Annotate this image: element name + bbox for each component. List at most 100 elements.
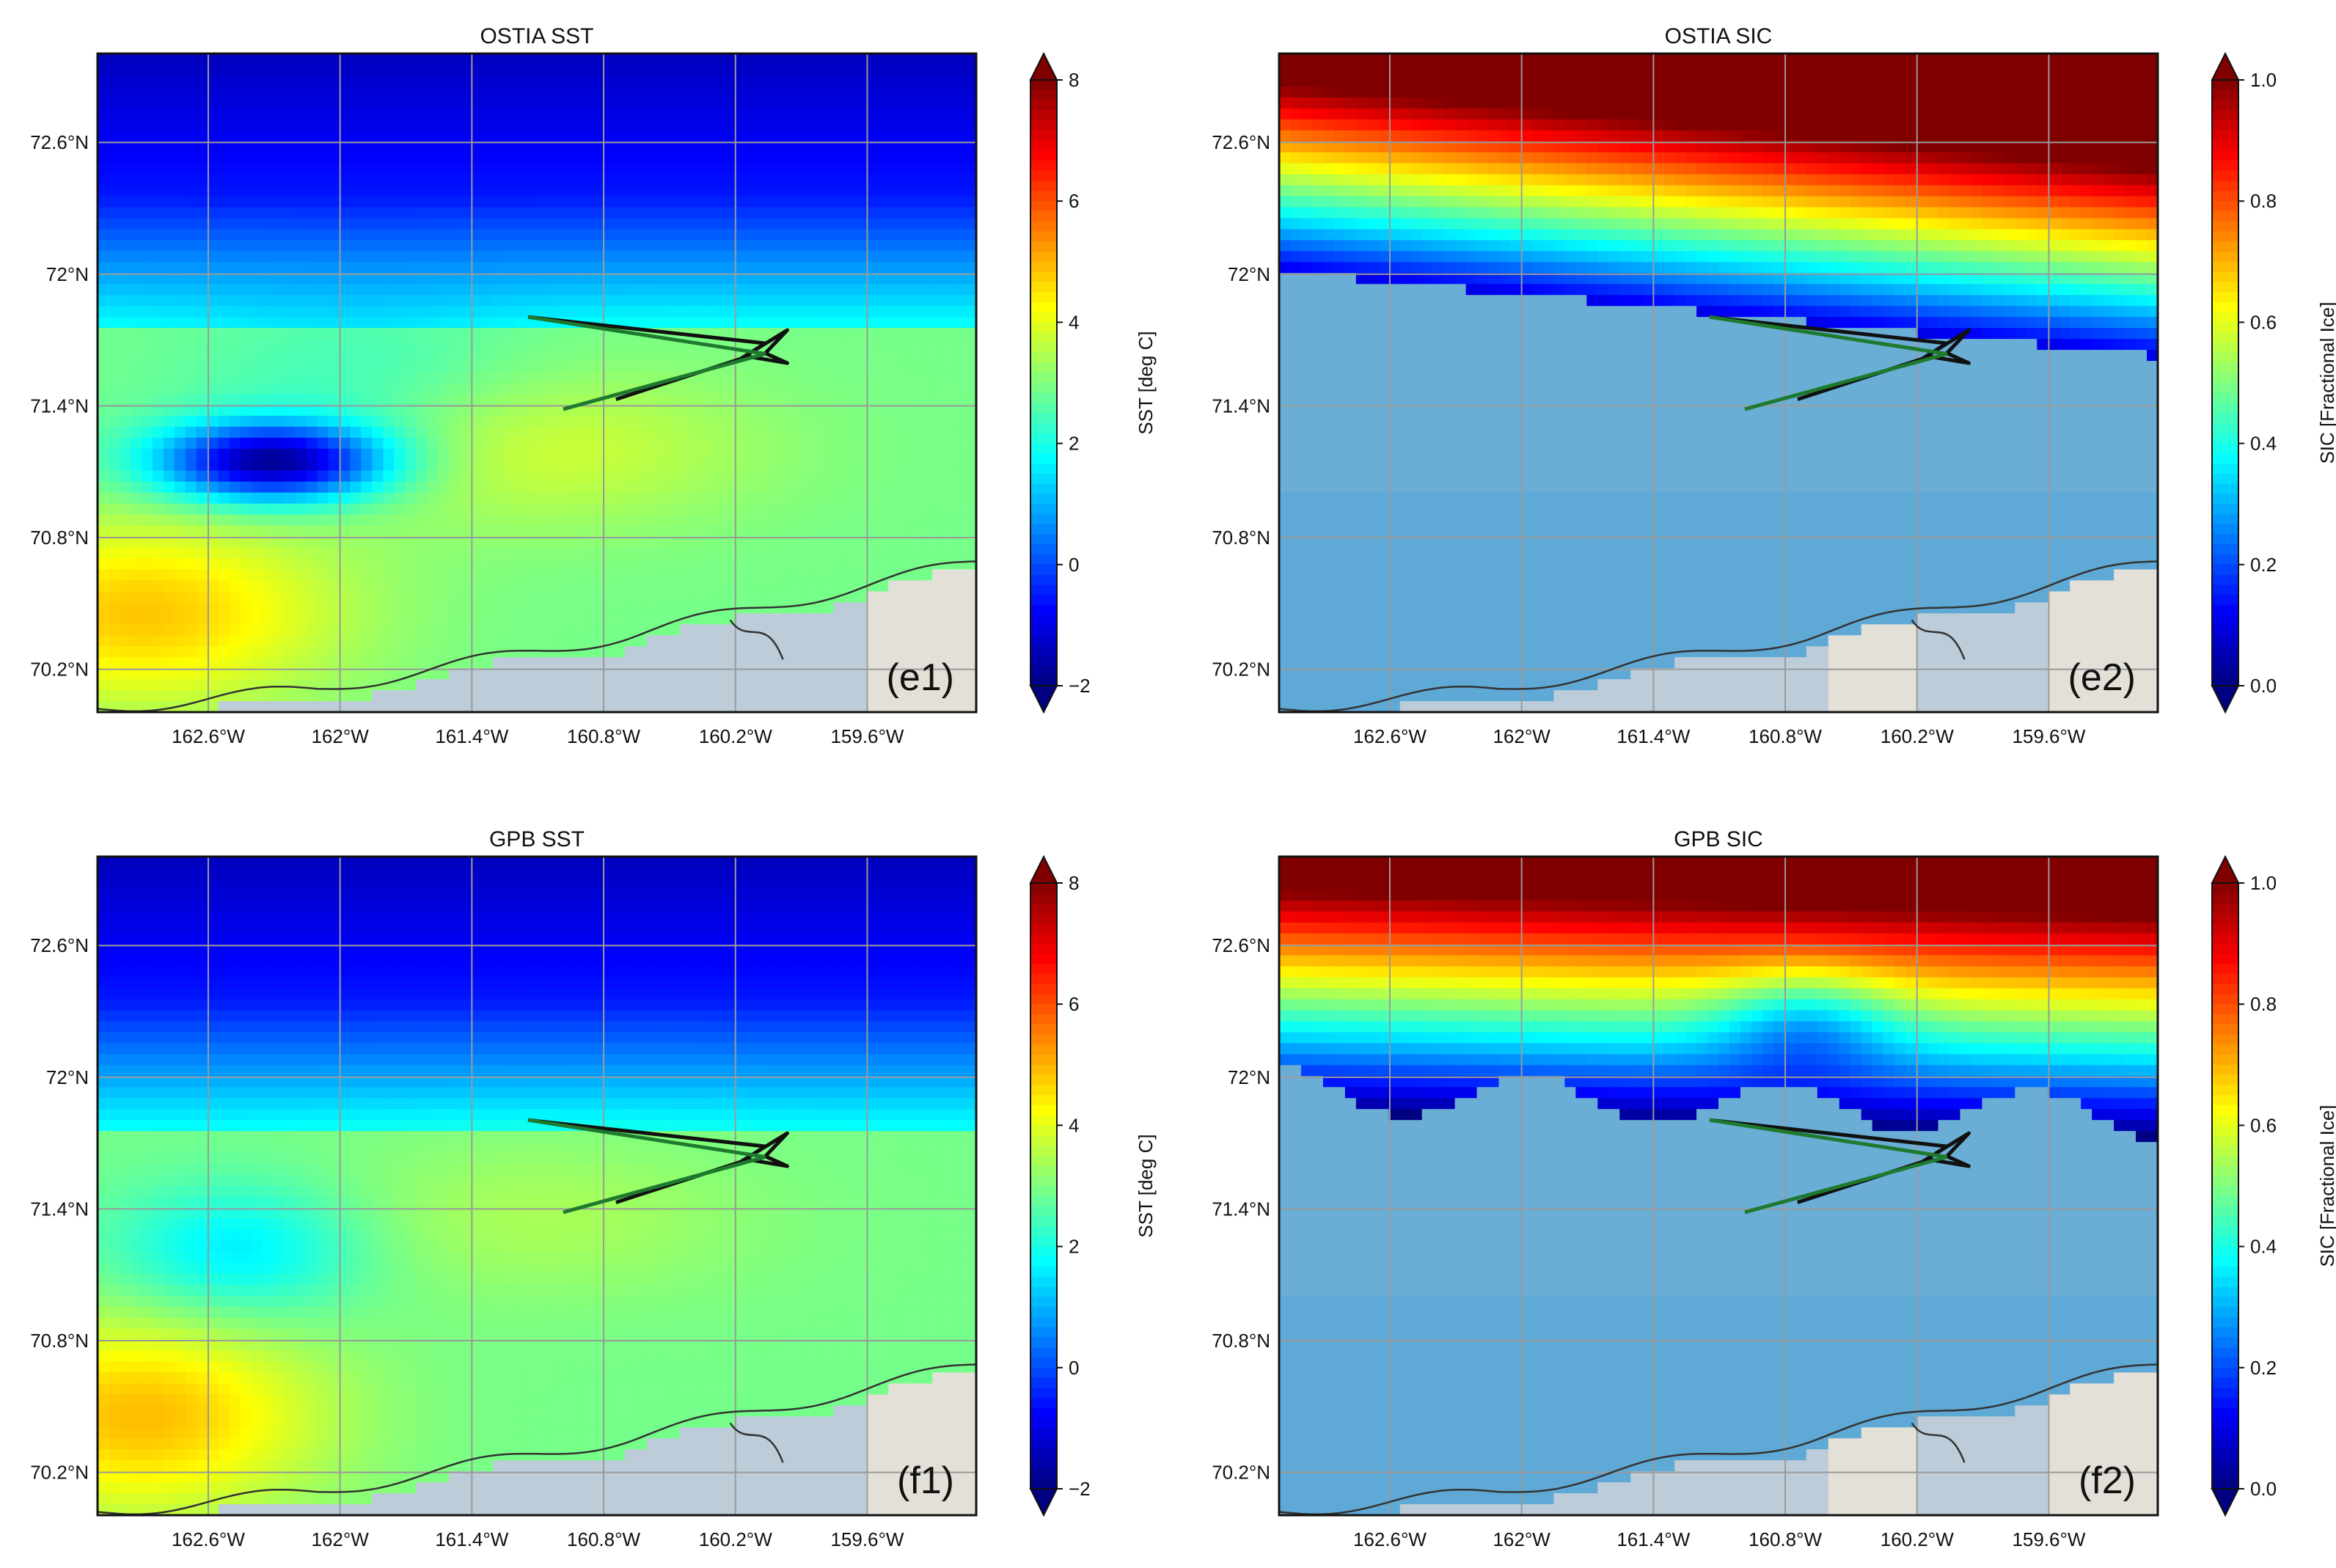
gridlines <box>98 857 976 1515</box>
panel-title: GPB SIC <box>1674 827 1763 851</box>
lon-tick-label: 162°W <box>1493 1528 1550 1550</box>
lon-tick-label: 160.2°W <box>699 1528 772 1550</box>
lon-tick-label: 162.6°W <box>172 1528 245 1550</box>
colorbar-tick-label: 8 <box>1069 872 1079 894</box>
field-raster <box>1279 857 2158 1515</box>
panel-label: (e2) <box>2068 656 2136 699</box>
colorbar-tick-label: 0.8 <box>2250 993 2277 1015</box>
colorbar-tick-label: 2 <box>1069 1236 1079 1258</box>
colorbar-tick-label: 1.0 <box>2250 69 2277 91</box>
coastline <box>1279 1363 2158 1515</box>
colorbar-tick-label: 0.4 <box>2250 1236 2277 1258</box>
colorbar-tick-label: 0.0 <box>2250 1478 2277 1500</box>
lat-tick-label: 72.6°N <box>1212 934 1270 956</box>
lon-tick-label: 161.4°W <box>435 725 508 747</box>
lon-tick-label: 159.6°W <box>2012 1528 2085 1550</box>
lon-tick-label: 160.8°W <box>567 1528 640 1550</box>
lon-tick-label: 160.2°W <box>699 725 772 747</box>
colorbar-tick-label: 0.6 <box>2250 311 2277 333</box>
colorbar-min-arrow <box>1029 1488 1058 1517</box>
colorbar-min-arrow <box>2211 1488 2240 1517</box>
lon-tick-label: 160.2°W <box>1881 725 1954 747</box>
map-panel-f1: GPB SST (f1) 162.6°W 162°W 161.4°W 160.8°W 160… <box>30 827 1157 1550</box>
colorbar-tick-label: 0.2 <box>2250 554 2277 576</box>
colorbar-tick-label: 0.6 <box>2250 1114 2277 1136</box>
axis-labels: 162.6°W 162°W 161.4°W 160.8°W 160.2°W 159.6°W… <box>30 131 904 747</box>
map-panel-f2: GPB SIC (f2) 162.6°W 162°W 161.4°W 160.8°W 160… <box>1212 827 2336 1550</box>
field-raster <box>98 857 976 1515</box>
lat-tick-label: 71.4°N <box>1212 1198 1270 1220</box>
coastline <box>1279 560 2158 712</box>
lon-tick-label: 160.8°W <box>567 725 640 747</box>
colorbar-label: SST [deg C] <box>1135 331 1157 434</box>
inlet-coastline <box>729 619 784 660</box>
lon-tick-label: 162°W <box>311 725 369 747</box>
lon-tick-label: 160.8°W <box>1749 725 1822 747</box>
gridlines <box>98 54 976 712</box>
colorbar-tick-label: 6 <box>1069 993 1079 1015</box>
coastline <box>98 560 976 712</box>
lon-tick-label: 161.4°W <box>1616 1528 1690 1550</box>
lat-tick-label: 71.4°N <box>1212 395 1270 417</box>
colorbar-tick-label: 4 <box>1069 1114 1079 1136</box>
colorbar-label: SIC [Fractional Ice] <box>2316 301 2336 464</box>
axis-labels: 162.6°W 162°W 161.4°W 160.8°W 160.2°W 159.6°W… <box>30 934 904 1550</box>
colorbar-min-arrow <box>2211 685 2240 714</box>
lat-tick-label: 72.6°N <box>30 131 89 153</box>
lon-tick-label: 159.6°W <box>2012 725 2085 747</box>
lat-tick-label: 70.2°N <box>1212 659 1270 681</box>
panel-frame <box>1278 855 2159 1517</box>
axis-labels: 162.6°W 162°W 161.4°W 160.8°W 160.2°W 159.6°W… <box>1212 131 2086 747</box>
gridlines <box>1279 54 2158 712</box>
colorbar-max-arrow <box>2211 51 2240 81</box>
lat-tick-label: 70.8°N <box>1212 527 1270 549</box>
map-panel-e1: OSTIA SST(e1)162.6°W 162°W 161.4°W 160.8°W 1… <box>30 24 1157 747</box>
colorbar-max-arrow <box>2211 854 2240 884</box>
lon-tick-label: 160.2°W <box>1881 1528 1954 1550</box>
field-raster <box>1279 54 2158 712</box>
colorbar-tick-label: 0.0 <box>2250 675 2277 697</box>
lon-tick-label: 162.6°W <box>172 725 245 747</box>
colorbar-tick-label: 0.8 <box>2250 190 2277 212</box>
colorbar-tick-label: 4 <box>1069 311 1079 333</box>
colorbar: 8 6 4 2 0 −2 SST [deg C] <box>1029 854 1157 1517</box>
panel-title: GPB SST <box>489 827 585 851</box>
colorbar-tick-label: 0.2 <box>2250 1357 2277 1379</box>
lon-tick-label: 162.6°W <box>1353 1528 1427 1550</box>
lon-tick-label: 162°W <box>1493 725 1550 747</box>
lat-tick-label: 70.8°N <box>30 1330 89 1352</box>
colorbar-tick-label: 0 <box>1069 1357 1079 1379</box>
inlet-coastline <box>1911 619 1966 660</box>
lat-tick-label: 71.4°N <box>30 395 89 417</box>
panel-frame <box>1278 52 2159 714</box>
map-panel-e2: OSTIA SIC(e2)162.6°W 162°W 161.4°W 160.8°W 1… <box>1212 24 2336 747</box>
axis-labels: 162.6°W 162°W 161.4°W 160.8°W 160.2°W 159.6°W… <box>1212 934 2086 1550</box>
lat-tick-label: 72.6°N <box>1212 131 1270 153</box>
lat-tick-label: 72°N <box>1228 1066 1270 1088</box>
lat-tick-label: 70.2°N <box>30 1462 89 1484</box>
lon-tick-label: 161.4°W <box>1616 725 1690 747</box>
gridlines <box>1279 857 2158 1515</box>
panels: OSTIA SST(e1)162.6°W 162°W 161.4°W 160.8°W 1… <box>30 24 2336 1550</box>
inlet-coastline <box>729 1422 784 1463</box>
lon-tick-label: 161.4°W <box>435 1528 508 1550</box>
colorbar: 1.0 0.8 0.6 0.4 0.2 0.0 SIC [Fractional Ice] <box>2211 51 2336 714</box>
inlet-coastline <box>1911 1422 1966 1463</box>
colorbar-max-arrow <box>1029 854 1058 884</box>
panel-label: (f1) <box>897 1459 954 1502</box>
colorbar-label: SIC [Fractional Ice] <box>2316 1104 2336 1267</box>
lat-tick-label: 72°N <box>1228 263 1270 285</box>
lon-tick-label: 160.8°W <box>1749 1528 1822 1550</box>
colorbar-tick-label: 1.0 <box>2250 872 2277 894</box>
panel-label: (e1) <box>887 656 954 699</box>
panel-frame <box>96 855 978 1517</box>
colorbar-tick-label: −2 <box>1069 675 1091 697</box>
lat-tick-label: 70.2°N <box>1212 1462 1270 1484</box>
colorbar: 1.0 0.8 0.6 0.4 0.2 0.0 SIC [Fractional Ice] <box>2211 854 2336 1517</box>
colorbar-min-arrow <box>1029 685 1058 714</box>
panel-frame <box>96 52 978 714</box>
lat-tick-label: 72.6°N <box>30 934 89 956</box>
coastline <box>98 1363 976 1515</box>
field-raster <box>98 54 976 712</box>
